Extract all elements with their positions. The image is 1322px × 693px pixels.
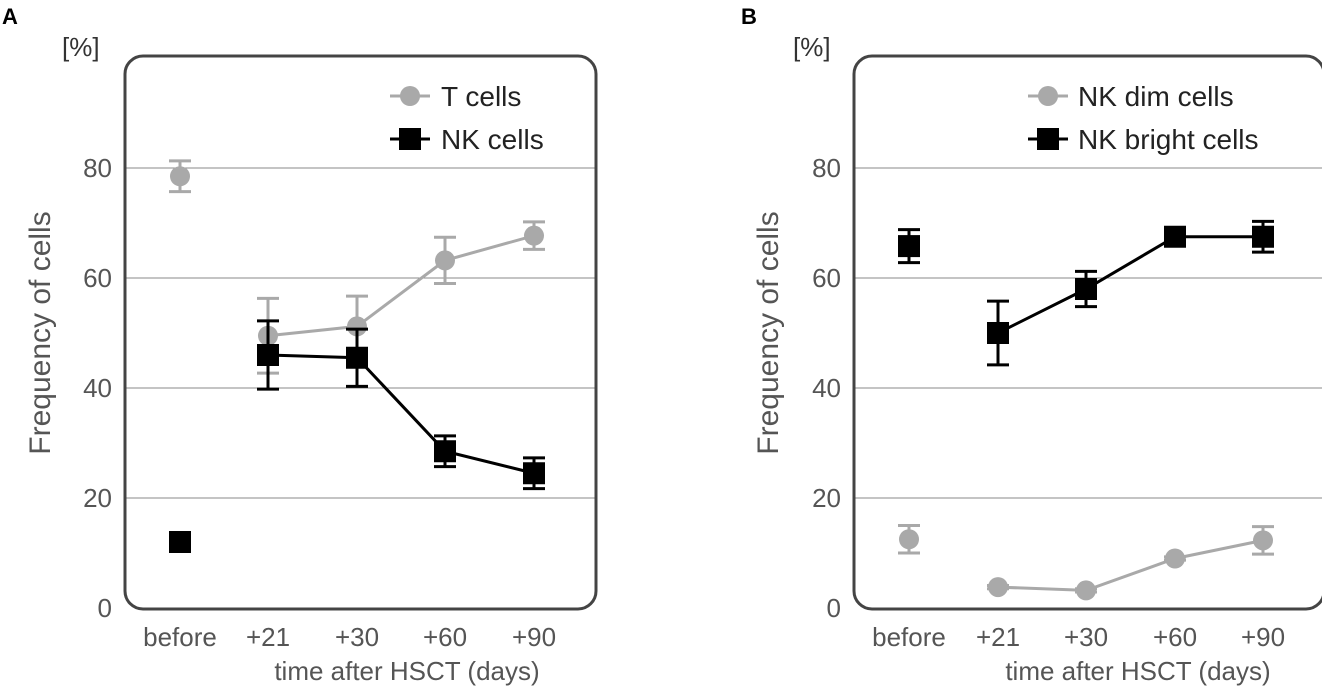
t-cells-point: [435, 250, 455, 271]
y-ticks: 0 20 40 60 80: [83, 153, 112, 623]
legend: NK dim cells NK bright cells: [1028, 81, 1259, 155]
legend-marker: [1037, 128, 1059, 150]
y-unit-label: [%]: [62, 32, 100, 62]
legend-label-nk-dim-cells: NK dim cells: [1078, 81, 1234, 112]
x-tick-label: before: [143, 622, 217, 652]
panel-letter: B: [741, 4, 757, 29]
nk-dim-cells-point: [899, 529, 919, 550]
nk-dim-cells-line: [997, 538, 1264, 592]
legend-label-nk-cells: NK cells: [441, 124, 544, 155]
y-tick-label: 20: [812, 483, 841, 513]
nk-bright-cells-point: [987, 322, 1009, 344]
x-tick-label: +90: [512, 622, 556, 652]
nk-cells-point: [434, 440, 456, 463]
y-tick-label: 60: [812, 263, 841, 293]
legend: T cells NK cells: [390, 81, 544, 155]
x-axis-label: time after HSCT (days): [1005, 656, 1270, 686]
y-tick-label: 80: [83, 153, 112, 183]
panel-a: A [%] Frequency of cells time after HSCT…: [2, 4, 598, 686]
t-cells-line: [267, 234, 535, 338]
x-tick-label: before: [872, 622, 946, 652]
legend-marker: [400, 86, 420, 106]
y-axis-label: Frequency of cells: [752, 211, 785, 454]
y-tick-label: 80: [812, 153, 841, 183]
series-layer: [898, 219, 1274, 601]
t-cells-point: [347, 316, 367, 337]
legend-marker: [1038, 86, 1058, 106]
plot-frame: [123, 54, 598, 611]
y-tick-label: 40: [812, 373, 841, 403]
nk-dim-cells-point: [988, 577, 1008, 598]
gridlines: [125, 167, 596, 499]
t-cells-point: [170, 166, 190, 187]
y-tick-label: 60: [83, 263, 112, 293]
y-tick-label: 0: [98, 593, 112, 623]
series-layer: [169, 159, 545, 553]
x-tick-label: +30: [1064, 622, 1108, 652]
nk-dim-cells-point: [1165, 548, 1185, 569]
x-tick-label: +90: [1241, 622, 1285, 652]
x-ticks: before +21 +30 +60 +90: [143, 622, 556, 652]
x-ticks: before +21 +30 +60 +90: [872, 622, 1285, 652]
legend-marker: [399, 128, 421, 150]
y-unit-label: [%]: [793, 32, 831, 62]
nk-bright-cells-point: [1252, 225, 1274, 248]
y-ticks: 0 20 40 60 80: [812, 153, 841, 623]
nk-cells-point: [523, 462, 545, 485]
x-tick-label: +21: [246, 622, 290, 652]
nk-cells-point: [346, 346, 368, 369]
x-tick-label: +30: [335, 622, 379, 652]
nk-bright-cells-point: [898, 235, 920, 258]
panel-letter: A: [2, 4, 18, 29]
x-tick-label: +21: [976, 622, 1020, 652]
plot-frame: [852, 54, 1322, 611]
y-tick-label: 40: [83, 373, 112, 403]
gridlines: [854, 167, 1322, 499]
y-tick-label: 20: [83, 483, 112, 513]
t-cells-point: [524, 225, 544, 246]
legend-label-t-cells: T cells: [441, 81, 521, 112]
legend-label-nk-bright-cells: NK bright cells: [1078, 124, 1259, 155]
x-tick-label: +60: [423, 622, 467, 652]
x-axis-label: time after HSCT (days): [274, 656, 539, 686]
x-tick-label: +60: [1153, 622, 1197, 652]
nk-dim-cells-point: [1076, 580, 1096, 601]
nk-bright-cells-point: [1164, 225, 1186, 248]
nk-cells-point: [257, 344, 279, 366]
nk-bright-cells-point: [1075, 278, 1097, 300]
panel-b: B [%] Frequency of cells time after HSCT…: [741, 4, 1322, 686]
y-tick-label: 0: [827, 593, 841, 623]
nk-cells-line: [267, 353, 535, 475]
nk-cells-point: [169, 531, 191, 553]
y-axis-label: Frequency of cells: [24, 211, 57, 454]
nk-dim-cells-point: [1253, 530, 1273, 551]
nk-bright-cells-line: [997, 235, 1263, 335]
